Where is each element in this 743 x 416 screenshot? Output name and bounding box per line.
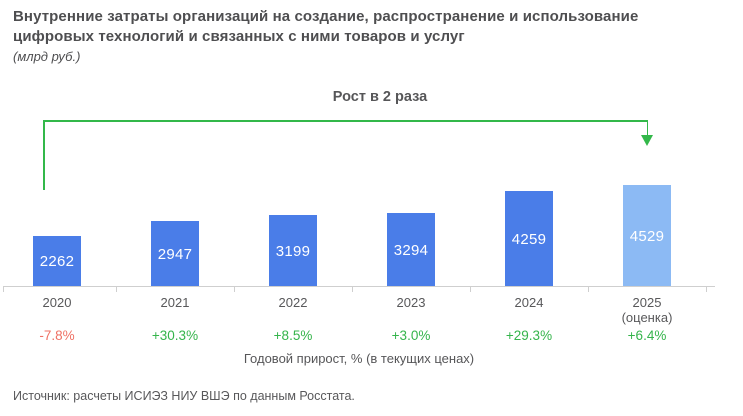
growth-pct-label-2025: +6.4% bbox=[627, 328, 667, 343]
chart-title-line2: цифровых технологий и связанных с ними т… bbox=[13, 28, 465, 45]
x-tick-label-2022: 2022 bbox=[278, 295, 308, 310]
bar-value-label: 2947 bbox=[157, 245, 193, 263]
growth-bracket-left-line bbox=[43, 120, 45, 190]
x-axis-tick bbox=[3, 287, 4, 292]
x-tick-label-2020: 2020 bbox=[42, 295, 72, 310]
bar-2025: 4529 bbox=[623, 185, 671, 287]
growth-bracket-right-line bbox=[646, 120, 648, 136]
x-axis-tick bbox=[706, 287, 707, 292]
bar-value-label: 4259 bbox=[511, 230, 547, 248]
source-note: Источник: расчеты ИСИЭЗ НИУ ВШЭ по данны… bbox=[13, 389, 355, 403]
bar-2021: 2947 bbox=[151, 221, 199, 287]
x-axis-line bbox=[3, 286, 715, 287]
bar-2022: 3199 bbox=[269, 215, 317, 287]
x-tick-label-2025: 2025 (оценка) bbox=[588, 295, 706, 325]
growth-bracket-top-line bbox=[43, 120, 648, 122]
x-tick-label-2021: 2021 bbox=[160, 295, 190, 310]
x-axis-tick bbox=[470, 287, 471, 292]
x-axis-tick bbox=[588, 287, 589, 292]
x-axis-tick bbox=[116, 287, 117, 292]
bar-value-label: 4529 bbox=[629, 227, 665, 245]
chart-title-line1: Внутренние затраты организаций на создан… bbox=[13, 8, 639, 25]
growth-arrow-head-icon bbox=[641, 135, 653, 146]
bar-2023: 3294 bbox=[387, 213, 435, 287]
bar-value-label: 3294 bbox=[393, 241, 429, 259]
growth-pct-label-2021: +30.3% bbox=[151, 328, 199, 343]
x-tick-label-2024: 2024 bbox=[514, 295, 544, 310]
growth-pct-label-2022: +8.5% bbox=[273, 328, 313, 343]
bar-value-label: 2262 bbox=[39, 253, 75, 270]
unit-label: (млрд руб.) bbox=[13, 49, 81, 64]
bar-2020: 2262 bbox=[33, 236, 81, 287]
chart-title: Внутренние затраты организаций на создан… bbox=[13, 7, 638, 47]
x-axis-tick bbox=[352, 287, 353, 292]
bar-value-label: 3199 bbox=[275, 242, 311, 260]
growth-pct-label-2020: -7.8% bbox=[39, 328, 75, 343]
growth-axis-caption: Годовой прирост, % (в текущих ценах) bbox=[243, 351, 475, 366]
x-tick-note: (оценка) bbox=[621, 310, 673, 325]
bar-2024: 4259 bbox=[505, 191, 553, 287]
growth-pct-label-2023: +3.0% bbox=[391, 328, 431, 343]
x-tick-label-2023: 2023 bbox=[396, 295, 426, 310]
growth-annotation-label: Рост в 2 раза bbox=[332, 89, 428, 105]
x-axis-tick bbox=[234, 287, 235, 292]
growth-pct-label-2024: +29.3% bbox=[505, 328, 553, 343]
